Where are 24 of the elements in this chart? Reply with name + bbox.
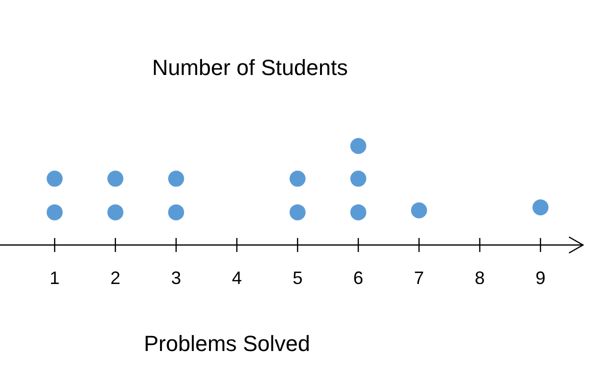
- x-tick-label: 8: [474, 268, 485, 288]
- point: [107, 204, 124, 220]
- point: [46, 204, 63, 220]
- x-tick-label: 4: [232, 268, 242, 288]
- point: [290, 170, 306, 187]
- point: [350, 138, 366, 154]
- x-axis-title: Problems Solved: [144, 331, 310, 356]
- point: [46, 170, 63, 187]
- x-tick-label: 6: [353, 268, 364, 288]
- point: [411, 202, 428, 218]
- x-tick-label: 5: [292, 268, 303, 288]
- x-tick-label: 9: [535, 268, 546, 288]
- point: [107, 170, 124, 187]
- point: [350, 170, 366, 187]
- chart-title: Number of Students: [152, 55, 348, 80]
- x-tick-label: 3: [171, 268, 182, 288]
- point: [168, 204, 184, 220]
- point: [532, 199, 548, 216]
- point: [350, 204, 366, 220]
- x-tick-label: 7: [414, 268, 424, 288]
- point: [290, 204, 306, 220]
- x-tick-label: 1: [50, 268, 60, 288]
- point: [168, 170, 184, 187]
- x-tick-label: 2: [110, 268, 120, 288]
